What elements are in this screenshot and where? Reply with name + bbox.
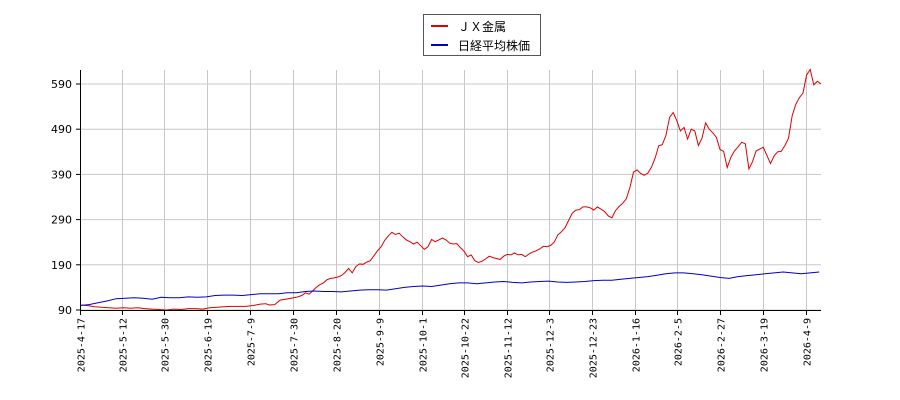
svg-text:290: 290 [51, 214, 72, 227]
legend-swatch-blue [431, 44, 448, 46]
svg-text:2025-12-3: 2025-12-3 [546, 318, 557, 372]
grid-lines [80, 70, 821, 311]
x-axis-ticks: 2025-4-17 2025-5-12 2025-5-30 2025-6-19 2025… [77, 310, 814, 378]
legend-label: ＪＸ金属 [458, 20, 507, 34]
svg-text:2026-2-5: 2026-2-5 [674, 318, 685, 366]
svg-text:2025-9-9: 2025-9-9 [376, 318, 387, 366]
svg-text:2025-12-23: 2025-12-23 [589, 318, 600, 378]
svg-text:590: 590 [51, 78, 72, 91]
svg-text:2025-5-12: 2025-5-12 [119, 318, 130, 372]
svg-text:2026-2-27: 2026-2-27 [717, 318, 728, 372]
axes [80, 70, 821, 311]
svg-text:2025-10-1: 2025-10-1 [419, 318, 430, 372]
svg-text:2025-8-20: 2025-8-20 [333, 318, 344, 372]
legend-item-nikkei: 日経平均株価 [424, 36, 540, 54]
svg-text:390: 390 [51, 168, 72, 181]
legend-label: 日経平均株価 [458, 39, 531, 53]
svg-text:2026-4-9: 2026-4-9 [803, 318, 814, 366]
svg-text:2026-3-19: 2026-3-19 [760, 318, 771, 372]
svg-text:2025-6-19: 2025-6-19 [204, 318, 215, 372]
svg-text:90: 90 [58, 304, 72, 317]
svg-text:2025-11-12: 2025-11-12 [504, 318, 515, 378]
svg-text:2025-7-9: 2025-7-9 [247, 318, 258, 366]
legend-swatch-red [431, 25, 448, 27]
data-series [79, 68, 822, 311]
svg-text:490: 490 [51, 123, 72, 136]
svg-text:2025-4-17: 2025-4-17 [77, 318, 88, 372]
y-axis-ticks: 90 190 290 390 490 590 [51, 78, 80, 317]
legend-item-jx-metals: ＪＸ金属 [424, 17, 540, 35]
svg-text:2026-1-16: 2026-1-16 [632, 318, 643, 372]
chart-legend: ＪＸ金属 日経平均株価 [423, 14, 541, 56]
svg-text:2025-5-30: 2025-5-30 [161, 318, 172, 372]
svg-text:2025-10-22: 2025-10-22 [461, 318, 472, 378]
svg-text:2025-7-30: 2025-7-30 [290, 318, 301, 372]
svg-text:190: 190 [51, 259, 72, 272]
